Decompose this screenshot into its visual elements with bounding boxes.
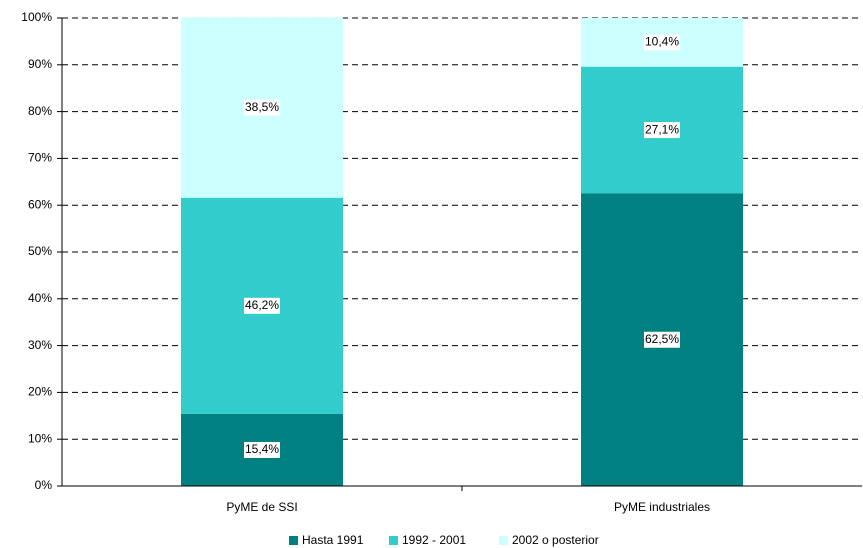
value-label: 10,4%: [645, 35, 679, 49]
label-bg: [243, 441, 281, 458]
y-tick-label: 10%: [28, 431, 52, 445]
legend-swatch: [289, 536, 298, 545]
value-label: 62,5%: [645, 332, 679, 346]
y-tick-label: 30%: [28, 338, 52, 352]
y-tick-label: 40%: [28, 291, 52, 305]
y-tick-label: 50%: [28, 244, 52, 258]
label-bg: [643, 331, 681, 348]
value-label: 27,1%: [645, 122, 679, 136]
y-tick-label: 90%: [28, 57, 52, 71]
label-bg: [643, 122, 681, 139]
value-label: 46,2%: [245, 298, 279, 312]
value-label: 38,5%: [245, 100, 279, 114]
legend-label: 2002 o posterior: [512, 533, 599, 547]
y-tick-label: 20%: [28, 385, 52, 399]
legend-swatch: [389, 536, 398, 545]
y-tick-label: 70%: [28, 151, 52, 165]
label-bg: [243, 297, 281, 314]
x-tick-label: PyME industriales: [614, 500, 710, 514]
value-label: 15,4%: [245, 442, 279, 456]
y-tick-label: 60%: [28, 197, 52, 211]
label-bg: [243, 99, 281, 116]
x-tick-label: PyME de SSI: [226, 500, 297, 514]
legend-swatch: [499, 536, 508, 545]
y-tick-label: 80%: [28, 104, 52, 118]
y-tick-label: 100%: [21, 10, 52, 24]
label-bg: [643, 34, 681, 51]
legend-label: Hasta 1991: [302, 533, 364, 547]
y-tick-label: 0%: [35, 478, 53, 492]
legend-label: 1992 - 2001: [402, 533, 466, 547]
